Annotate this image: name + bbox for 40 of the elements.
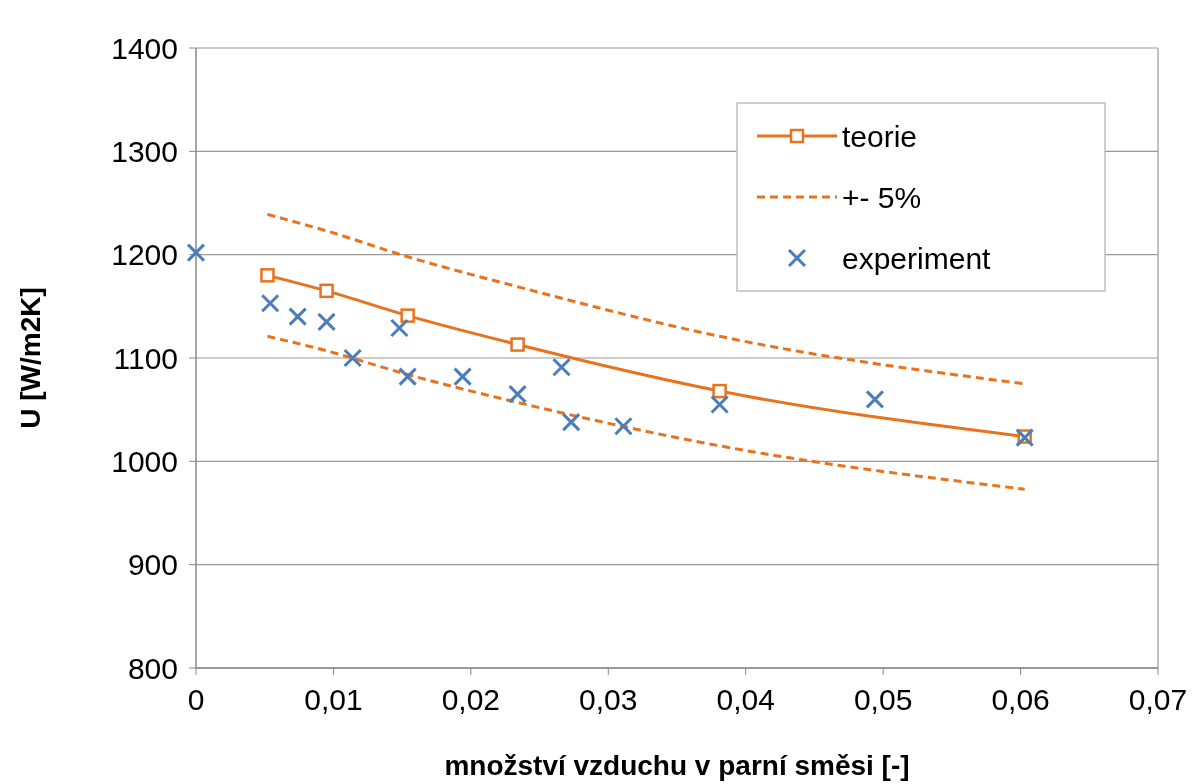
point <box>453 367 473 387</box>
point <box>319 283 334 299</box>
x-tick-label: 0,07 <box>1128 683 1188 716</box>
x-axis-title: množství vzduchu v parní směsi [-] <box>444 750 910 781</box>
y-tick-label: 1100 <box>113 341 178 375</box>
point <box>712 383 727 399</box>
y-axis-title: U [W/m2K] <box>15 287 46 429</box>
point <box>561 412 581 432</box>
point <box>186 243 206 263</box>
y-tick-label: 800 <box>127 651 178 685</box>
point <box>508 384 528 404</box>
point <box>389 318 409 338</box>
line-series <box>265 334 1027 491</box>
y-tick-label: 1000 <box>111 444 178 478</box>
x-tick-label: 0 <box>187 683 205 716</box>
x-tick-label: 0,03 <box>579 683 638 716</box>
x-tick-label: 0,01 <box>304 683 363 716</box>
point <box>552 357 572 377</box>
point <box>510 337 525 352</box>
point <box>710 395 730 414</box>
point <box>400 308 415 323</box>
legend-label: +- 5% <box>842 180 922 214</box>
point <box>317 312 337 332</box>
x-tick-label: 0,05 <box>853 683 913 716</box>
x-tick-label: 0,02 <box>441 683 501 716</box>
x-tick-label: 0,06 <box>991 683 1050 716</box>
point <box>343 348 363 368</box>
point <box>288 307 308 327</box>
legend-label: teorie <box>842 119 918 153</box>
x-tick-label: 0,04 <box>716 683 775 716</box>
y-tick-label: 900 <box>127 548 178 582</box>
point <box>260 293 280 313</box>
legend-label: experiment <box>842 241 992 275</box>
y-tick-label: 1200 <box>111 238 178 272</box>
point <box>260 268 275 283</box>
y-tick-label: 1400 <box>111 31 178 65</box>
y-tick-label: 1300 <box>111 134 178 168</box>
point <box>865 389 885 409</box>
point <box>613 416 633 436</box>
point <box>398 367 418 387</box>
